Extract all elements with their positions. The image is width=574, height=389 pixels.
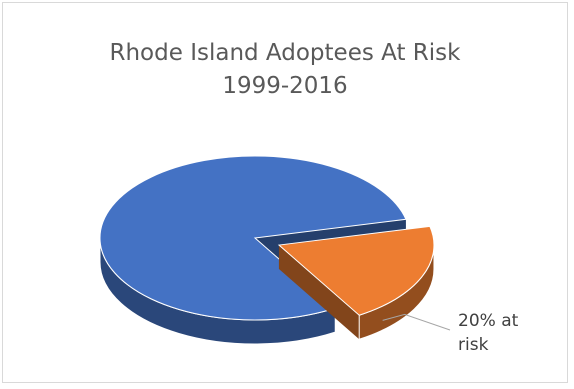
slices-layer <box>99 155 435 345</box>
labels-layer: 20% at risk <box>382 311 519 355</box>
slice-top <box>277 225 435 316</box>
chart-title-line-2: 1999-2016 <box>222 73 348 99</box>
leader-line <box>382 313 451 331</box>
chart-title-line-1: Rhode Island Adoptees At Risk <box>109 40 461 66</box>
slice-at-risk <box>277 225 435 340</box>
slice-top <box>99 155 407 321</box>
slice-label-line-1: 20% at <box>458 311 519 331</box>
chart-title: Rhode Island Adoptees At Risk 1999-2016 <box>3 37 567 103</box>
slice-label-line-2: risk <box>458 335 489 355</box>
slice-wall <box>278 245 360 340</box>
